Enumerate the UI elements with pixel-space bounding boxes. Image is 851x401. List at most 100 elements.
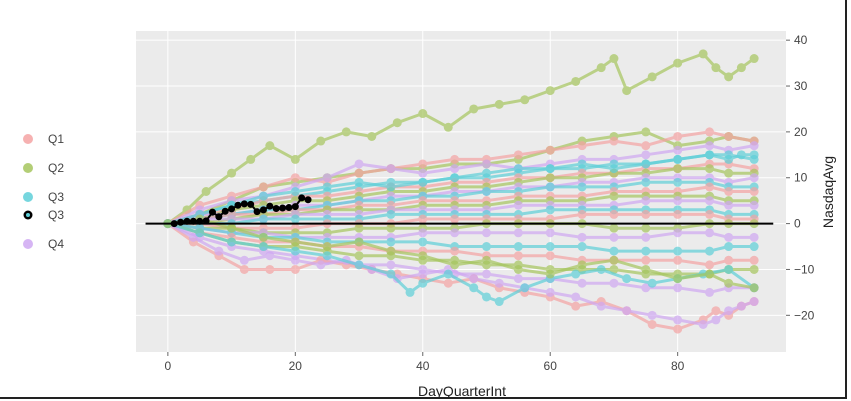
- series-point: [227, 223, 237, 233]
- highlight-point: [247, 200, 255, 208]
- series-line: [167, 180, 755, 226]
- series-line: [167, 217, 755, 290]
- y-axis-title: NasdaqAvg: [820, 156, 836, 228]
- highlight-point: [304, 196, 312, 204]
- series-point: [705, 287, 715, 297]
- series-point: [386, 246, 396, 256]
- series-point: [641, 196, 651, 206]
- series-point: [647, 72, 657, 82]
- series-point: [724, 264, 734, 274]
- series-point: [227, 237, 237, 247]
- highlight-point: [215, 213, 223, 221]
- series-point: [711, 63, 721, 73]
- series-point: [469, 104, 479, 114]
- series-point: [494, 297, 504, 307]
- series-point: [354, 260, 364, 270]
- series-point: [545, 164, 555, 174]
- series-point: [673, 131, 683, 141]
- series-point: [443, 278, 453, 288]
- series-point: [258, 242, 268, 252]
- legend-item-q1: Q1: [23, 132, 64, 146]
- legend-marker: [23, 239, 33, 249]
- legend-label: Q4: [48, 237, 64, 251]
- y-tick-label: 40: [794, 33, 808, 47]
- series-point: [450, 246, 460, 256]
- series-point: [513, 200, 523, 210]
- series-point: [577, 159, 587, 169]
- series-point: [545, 145, 555, 155]
- x-tick-label: 60: [544, 359, 558, 373]
- series-point: [577, 141, 587, 151]
- series-point: [724, 232, 734, 242]
- series-point: [577, 260, 587, 270]
- series-point: [418, 269, 428, 279]
- series-point: [513, 264, 523, 274]
- series-point: [609, 278, 619, 288]
- highlight-point: [170, 220, 178, 228]
- series-point: [481, 228, 491, 238]
- x-tick-label: 40: [416, 359, 430, 373]
- series-q2-24: [163, 214, 759, 293]
- series-point: [749, 255, 759, 265]
- series-point: [469, 274, 479, 284]
- series-point: [405, 287, 415, 297]
- highlight-point: [266, 202, 274, 210]
- series-point: [711, 306, 721, 316]
- series-point: [641, 264, 651, 274]
- series-point: [641, 150, 651, 160]
- highlight-point: [221, 207, 229, 215]
- series-line: [167, 208, 755, 226]
- series-point: [545, 86, 555, 96]
- series-q3-22: [163, 219, 759, 307]
- series-point: [481, 159, 491, 169]
- series-point: [673, 145, 683, 155]
- series-point: [724, 306, 734, 316]
- series-point: [494, 99, 504, 109]
- series-point: [258, 232, 268, 242]
- series-point: [749, 187, 759, 196]
- series-point: [749, 283, 759, 293]
- series-point: [322, 242, 332, 252]
- series-point: [227, 168, 237, 178]
- series-point: [418, 159, 428, 169]
- series-point: [316, 260, 326, 270]
- series-point: [705, 269, 715, 279]
- series-point: [494, 278, 504, 288]
- series-point: [609, 223, 619, 233]
- series-point: [450, 214, 460, 224]
- series-point: [673, 228, 683, 238]
- highlight-point: [291, 203, 299, 211]
- series-point: [418, 278, 428, 288]
- series-point: [724, 200, 734, 210]
- highlight-point: [298, 194, 306, 202]
- series-point: [609, 232, 619, 242]
- series-point: [545, 228, 555, 238]
- series-point: [386, 182, 396, 192]
- y-tick-label: 30: [794, 79, 808, 93]
- highlight-point: [202, 217, 210, 225]
- series-point: [749, 200, 759, 210]
- y-tick-label: −10: [794, 262, 815, 276]
- series-point: [596, 264, 606, 274]
- series-point: [354, 159, 364, 169]
- series-point: [443, 269, 453, 279]
- series-point: [354, 177, 364, 187]
- series-point: [705, 141, 715, 151]
- series-line: [167, 130, 755, 225]
- x-tick-label: 80: [671, 359, 685, 373]
- series-point: [188, 232, 198, 242]
- series-point: [418, 177, 428, 187]
- series-line: [167, 52, 755, 225]
- series-point: [201, 187, 211, 196]
- legend-label: Q3: [48, 208, 64, 222]
- highlight-point: [253, 208, 261, 216]
- series-point: [386, 209, 396, 219]
- series-point: [711, 315, 721, 325]
- x-axis-title: DayQuarterInt: [418, 383, 506, 397]
- series-point: [469, 283, 479, 293]
- series-point: [647, 310, 657, 320]
- series-point: [481, 269, 491, 279]
- highlight-point: [183, 217, 191, 225]
- series-point: [443, 122, 453, 132]
